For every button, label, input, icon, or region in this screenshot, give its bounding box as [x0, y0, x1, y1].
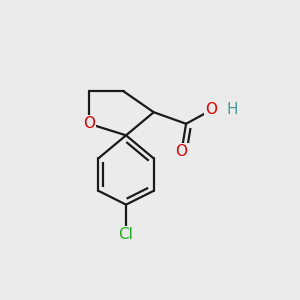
Text: O: O — [206, 102, 218, 117]
Text: O: O — [83, 116, 95, 131]
Text: H: H — [226, 102, 238, 117]
Text: O: O — [176, 144, 188, 159]
Text: Cl: Cl — [118, 227, 134, 242]
